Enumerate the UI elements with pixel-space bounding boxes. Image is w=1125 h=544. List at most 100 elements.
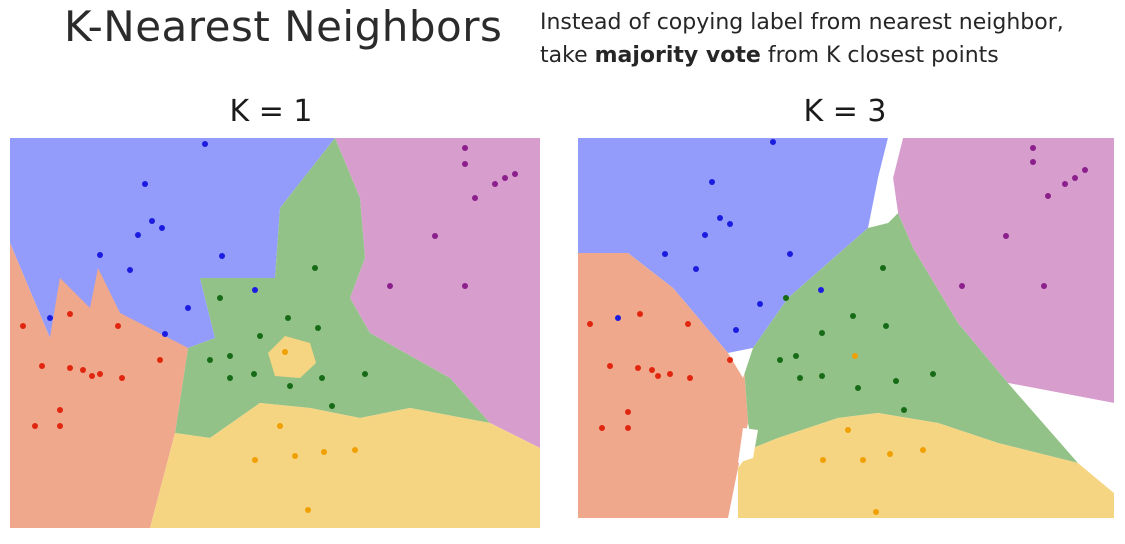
- training-points-k3: [587, 139, 1088, 515]
- purple-point: [1062, 181, 1068, 187]
- yellow-region: [738, 413, 1114, 518]
- purple-point: [492, 181, 498, 187]
- training-points-k1: [20, 141, 518, 513]
- red-point: [625, 409, 631, 415]
- yellow-region: [150, 403, 540, 528]
- blue-point: [693, 266, 699, 272]
- red-point: [727, 357, 733, 363]
- yellow-point: [321, 449, 327, 455]
- yellow-point: [252, 457, 258, 463]
- blue-point: [702, 232, 708, 238]
- green-point: [257, 333, 263, 339]
- red-point: [635, 365, 641, 371]
- red-point: [97, 371, 103, 377]
- green-point: [793, 353, 799, 359]
- purple-region: [893, 138, 1114, 403]
- green-point: [819, 373, 825, 379]
- knn-plot-k3: [578, 138, 1114, 518]
- blue-point: [757, 301, 763, 307]
- yellow-point: [845, 427, 851, 433]
- green-point: [227, 375, 233, 381]
- green-point: [855, 385, 861, 391]
- red-point: [20, 323, 26, 329]
- red-point: [667, 371, 673, 377]
- blue-point: [727, 221, 733, 227]
- white-gap-middle: [728, 348, 753, 378]
- yellow-point: [920, 447, 926, 453]
- blue-point: [162, 331, 168, 337]
- red-point: [89, 373, 95, 379]
- purple-point: [1082, 167, 1088, 173]
- green-point: [893, 378, 899, 384]
- blue-point: [615, 315, 621, 321]
- purple-point: [1030, 145, 1036, 151]
- red-point: [157, 357, 163, 363]
- blue-point: [97, 252, 103, 258]
- green-point: [901, 407, 907, 413]
- green-point: [312, 265, 318, 271]
- red-notch: [50, 278, 188, 348]
- blue-point: [733, 327, 739, 333]
- green-point: [287, 383, 293, 389]
- blue-point: [127, 267, 133, 273]
- green-point: [285, 315, 291, 321]
- green-point: [783, 295, 789, 301]
- purple-point: [502, 175, 508, 181]
- blue-point: [202, 141, 208, 147]
- green-point: [777, 357, 783, 363]
- green-point: [930, 371, 936, 377]
- green-point: [251, 371, 257, 377]
- blue-point: [47, 315, 53, 321]
- blue-point: [770, 139, 776, 145]
- description-line-2-end: from K closest points: [760, 43, 999, 68]
- yellow-point: [352, 447, 358, 453]
- blue-region: [10, 138, 335, 348]
- red-point: [119, 375, 125, 381]
- purple-point: [1030, 159, 1036, 165]
- red-point: [587, 321, 593, 327]
- green-point: [819, 330, 825, 336]
- red-point: [39, 363, 45, 369]
- red-point: [57, 407, 63, 413]
- yellow-point: [292, 453, 298, 459]
- green-point: [797, 375, 803, 381]
- purple-point: [1003, 233, 1009, 239]
- knn-plot-k1: [10, 138, 540, 528]
- purple-point: [432, 233, 438, 239]
- red-point: [32, 423, 38, 429]
- white-gap-right: [1008, 383, 1114, 493]
- decision-boundary-k3: [578, 138, 1114, 518]
- red-point: [115, 323, 121, 329]
- purple-point: [1072, 175, 1078, 181]
- decision-boundary-k1: [10, 138, 540, 528]
- red-point: [655, 373, 661, 379]
- yellow-point: [820, 457, 826, 463]
- green-point: [850, 313, 856, 319]
- blue-point: [662, 251, 668, 257]
- purple-point: [959, 283, 965, 289]
- green-point: [329, 403, 335, 409]
- description-line-2: take majority vote from K closest points: [540, 39, 1064, 72]
- blue-point: [787, 251, 793, 257]
- majority-vote-emphasis: majority vote: [594, 43, 761, 68]
- panel-label-k3: K = 3: [803, 94, 887, 129]
- red-point: [67, 365, 73, 371]
- purple-point: [1041, 283, 1047, 289]
- yellow-point: [852, 353, 858, 359]
- red-point: [67, 311, 73, 317]
- green-point: [315, 325, 321, 331]
- purple-point: [472, 195, 478, 201]
- blue-point: [219, 253, 225, 259]
- yellow-point: [305, 507, 311, 513]
- green-point: [883, 323, 889, 329]
- blue-point: [818, 287, 824, 293]
- red-point: [649, 367, 655, 373]
- yellow-point: [873, 509, 879, 515]
- blue-point: [185, 305, 191, 311]
- description-line-1: Instead of copying label from nearest ne…: [540, 10, 1064, 35]
- purple-point: [387, 283, 393, 289]
- blue-point: [709, 179, 715, 185]
- yellow-point: [887, 451, 893, 457]
- yellow-point: [277, 423, 283, 429]
- red-point: [687, 375, 693, 381]
